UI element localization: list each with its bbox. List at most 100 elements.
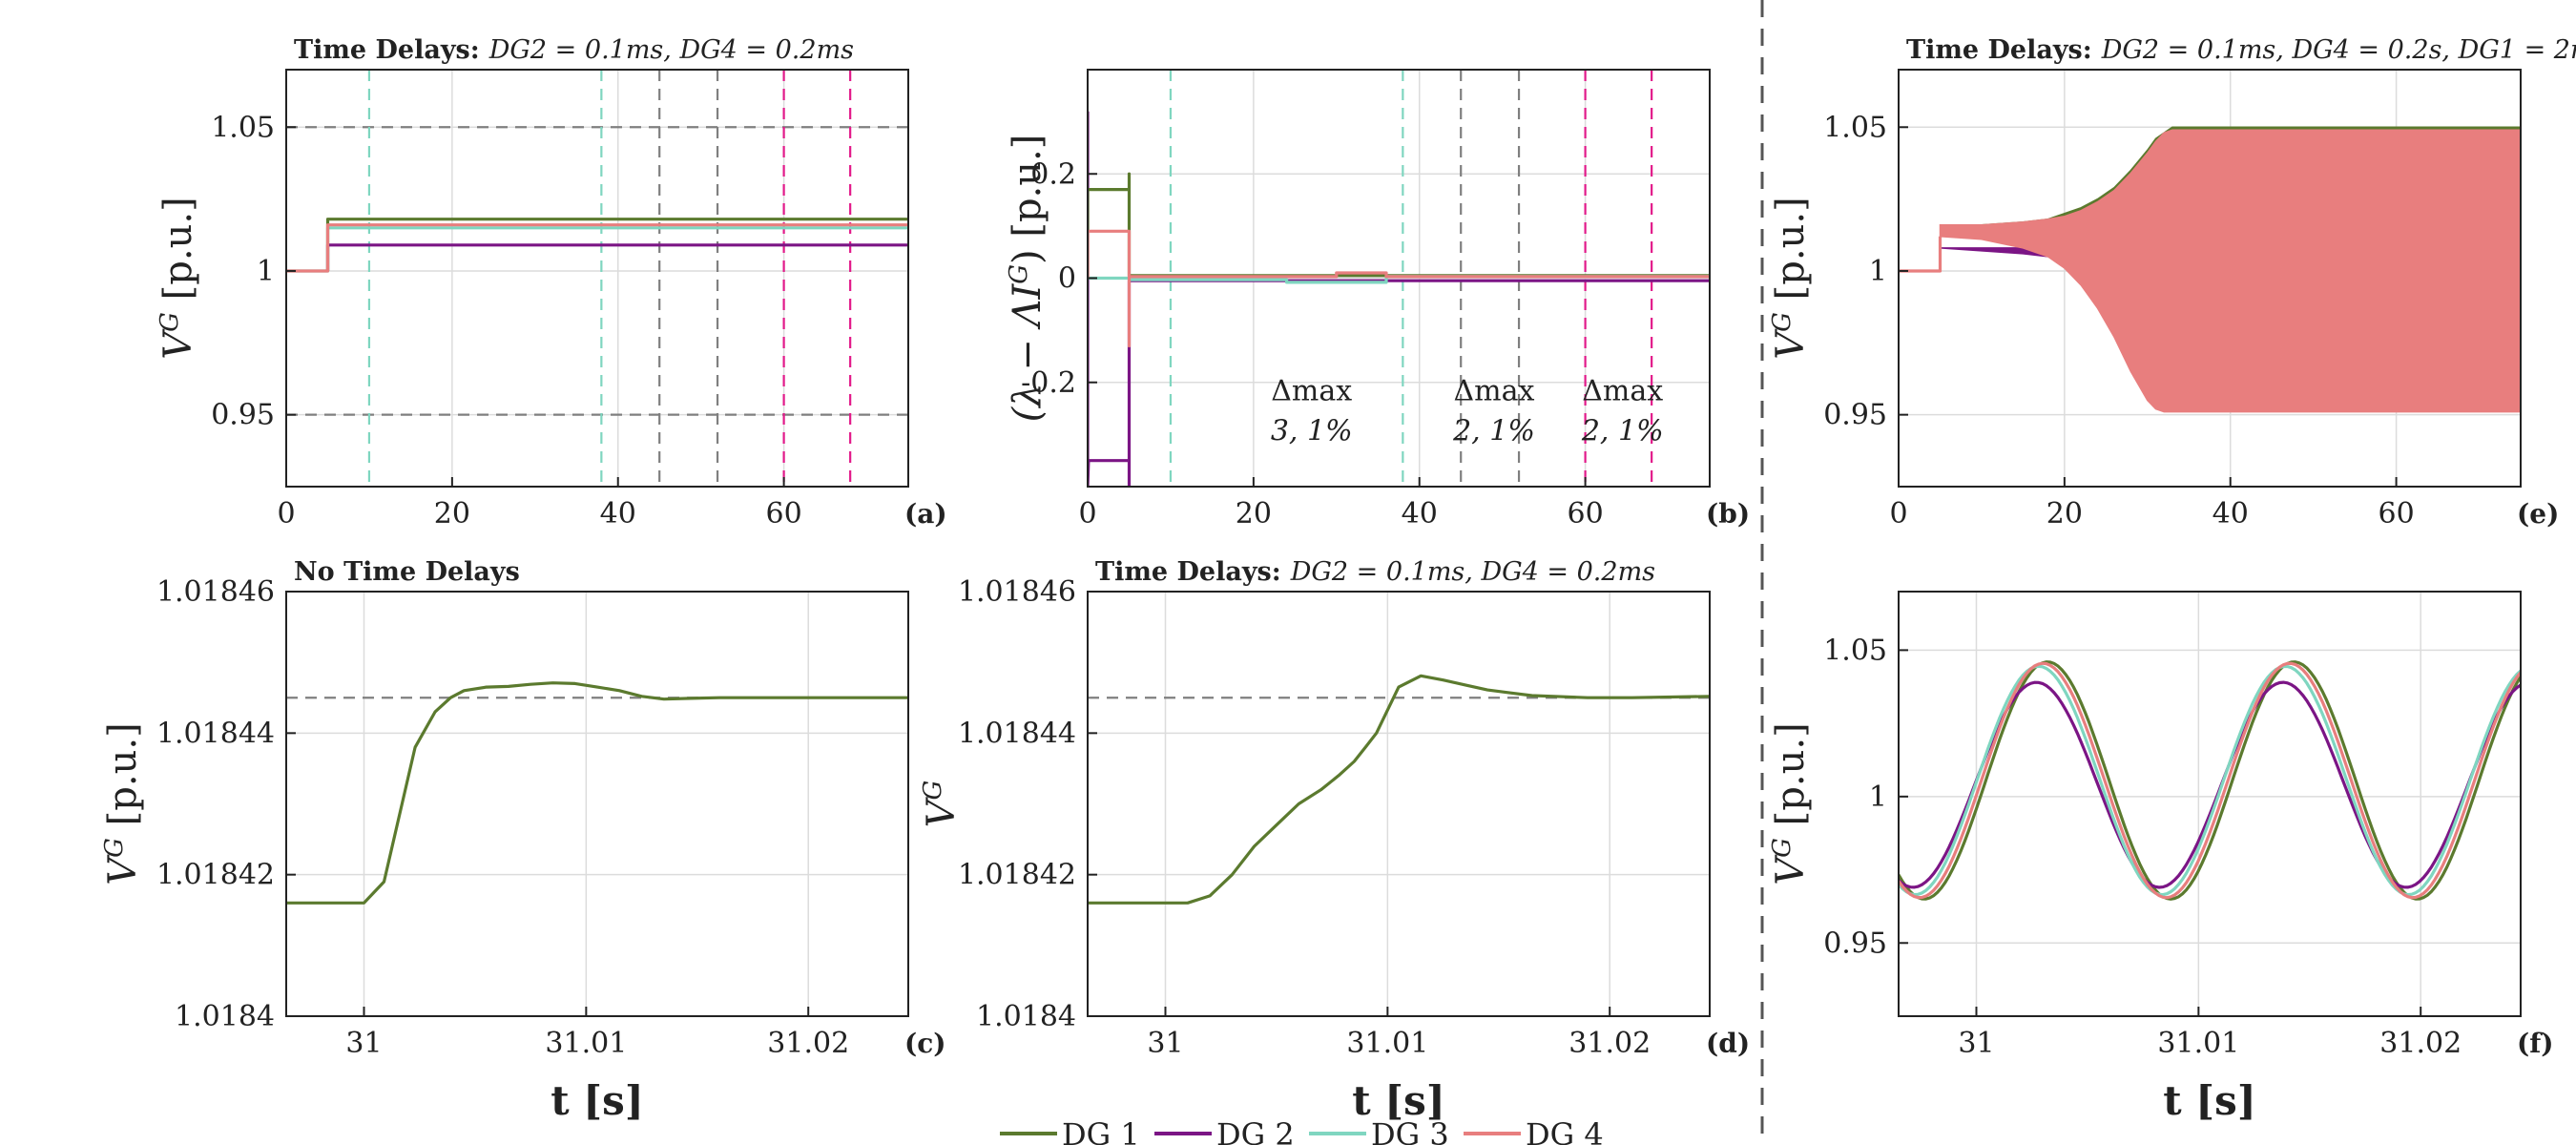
x-tick-label: 0 — [1078, 497, 1096, 531]
series-line-dg4 — [1899, 236, 1942, 273]
panel-label: (b) — [1706, 498, 1750, 530]
panel-label: (c) — [904, 1028, 946, 1059]
y-axis-label-main: V — [1769, 854, 1813, 885]
panel-label: (d) — [1706, 1028, 1750, 1059]
y-tick-label: 1 — [1869, 255, 1887, 288]
y-axis-label-main: V — [101, 854, 145, 885]
y-axis-label: VG [p.u.] — [1768, 197, 1813, 359]
annotation-percent: 3, 1% — [1271, 415, 1353, 448]
axes-frame — [285, 591, 909, 1017]
annotation-delta-max: Δmax — [1582, 375, 1663, 408]
y-tick-label: 1.05 — [1823, 634, 1887, 667]
x-tick-label: 0 — [277, 497, 295, 531]
y-axis-label-superscript: G — [100, 838, 129, 858]
y-tick-label: 1.0184 — [175, 1000, 275, 1033]
legend-label-dg1: DG 1 — [1062, 1116, 1140, 1145]
chart-panel-a: 0 20 40 60 0.95 1 1.05 (a) Time Delays: DG2 = 0.1… — [156, 35, 947, 531]
plot-content — [286, 681, 908, 905]
y-tick-label: 0.2 — [1030, 157, 1076, 191]
envelope-dg4 — [1939, 129, 2521, 413]
series-line-dg4 — [1899, 661, 2521, 900]
x-tick-label: 20 — [434, 497, 470, 531]
axes-frame — [1898, 69, 2522, 488]
chart-title-bold: Time Delays: — [1906, 35, 2092, 65]
y-axis-label: VG — [919, 781, 964, 828]
annotation-delta-max: Δmax — [1454, 375, 1535, 408]
series-line-dg1 — [1899, 660, 2521, 901]
chart-title: Time Delays: DG2 = 0.1ms, DG4 = 0.2ms — [294, 35, 854, 65]
panel-label: (f) — [2517, 1028, 2554, 1059]
y-tick-label: 0 — [1058, 262, 1076, 296]
y-axis-label-unit: [p.u.] — [101, 722, 145, 838]
x-axis-label: t [s] — [551, 1077, 643, 1124]
chart-panel-d: 31 31.01 31.02 1.0184 1.01842 1.01844 1.01846 (… — [919, 557, 1750, 1124]
chart-title-math: DG2 = 0.1ms, DG4 = 0.2ms — [1290, 557, 1655, 587]
y-tick-label: -0.2 — [1021, 366, 1076, 400]
chart-title-math: DG2 = 0.1ms, DG4 = 0.2s, DG1 = 2ms — [2101, 35, 2576, 65]
y-axis-label: VG [p.u.] — [156, 197, 200, 359]
series-line-dg3 — [286, 226, 908, 273]
y-axis-label: (λ − ΛIG) [p.u.] — [1005, 135, 1049, 423]
chart-title-bold: Time Delays: — [294, 35, 480, 65]
chart-title-bold: No Time Delays — [294, 557, 520, 587]
x-tick-label: 0 — [1889, 497, 1907, 531]
axes-frame — [1898, 591, 2522, 1017]
y-axis-label-unit: [p.u.] — [1769, 722, 1813, 838]
y-axis-label-unit: [p.u.] — [156, 197, 200, 312]
y-tick-label: 1.01842 — [958, 859, 1076, 892]
x-axis-label: t [s] — [2163, 1077, 2255, 1124]
annotation-percent: 2, 1% — [1581, 415, 1664, 448]
legend-label-dg3: DG 3 — [1371, 1116, 1449, 1145]
series-line-dg2 — [1899, 680, 2521, 889]
plot-content — [286, 70, 908, 487]
axes-frame — [285, 69, 909, 488]
plot-content — [1899, 660, 2521, 901]
x-tick-label: 31.02 — [2379, 1027, 2462, 1060]
series-line-dg1 — [286, 681, 908, 905]
x-tick-label: 40 — [1402, 497, 1438, 531]
x-tick-label: 40 — [600, 497, 636, 531]
x-tick-label: 60 — [2379, 497, 2415, 531]
y-axis-label: VG [p.u.] — [1768, 722, 1813, 885]
y-tick-label: 1 — [257, 255, 275, 288]
series-line-dg4 — [1088, 229, 1710, 348]
annotation-percent: 2, 1% — [1452, 415, 1535, 448]
legend: DG 1 DG 2 DG 3 DG 4 — [1000, 1116, 1604, 1145]
y-tick-label: 1.01846 — [156, 575, 275, 609]
y-tick-label: 1 — [1869, 781, 1887, 814]
axes-frame — [1087, 591, 1711, 1017]
x-tick-label: 31.01 — [1346, 1027, 1428, 1060]
y-tick-label: 0.95 — [211, 399, 275, 432]
series-line-dg1 — [1088, 674, 1710, 905]
x-tick-label: 31.02 — [767, 1027, 849, 1060]
y-tick-label: 0.95 — [1823, 926, 1887, 960]
panel-label: (a) — [904, 498, 947, 530]
plot-content — [1088, 674, 1710, 905]
chart-panel-f: 31 31.01 31.02 0.95 1 1.05 (f) VG [p.u.] t [s] — [1768, 591, 2554, 1124]
y-tick-label: 1.01844 — [958, 717, 1076, 750]
y-axis-label-superscript: G — [1005, 264, 1033, 284]
y-tick-label: 1.05 — [211, 111, 275, 144]
x-tick-label: 20 — [2046, 497, 2083, 531]
series-line-dg3 — [1899, 664, 2521, 897]
x-tick-label: 20 — [1236, 497, 1272, 531]
legend-label-dg2: DG 2 — [1216, 1116, 1295, 1145]
x-tick-label: 31.01 — [2157, 1027, 2239, 1060]
x-tick-label: 40 — [2212, 497, 2249, 531]
x-tick-label: 31 — [1958, 1027, 1994, 1060]
chart-title: Time Delays: DG2 = 0.1ms, DG4 = 0.2ms — [1095, 557, 1655, 587]
legend-label-dg4: DG 4 — [1526, 1116, 1604, 1145]
chart-title: No Time Delays — [294, 557, 520, 587]
annotation-delta-max: Δmax — [1271, 375, 1352, 408]
x-tick-label: 31 — [345, 1027, 382, 1060]
chart-title-math: DG2 = 0.1ms, DG4 = 0.2ms — [488, 35, 854, 65]
series-line-dg1 — [1088, 172, 1710, 279]
plot-content — [1899, 126, 2521, 413]
y-axis-label-superscript: G — [156, 312, 184, 332]
x-tick-label: 31.01 — [545, 1027, 627, 1060]
y-axis-label-main: V — [920, 796, 964, 827]
series-line-dg4 — [286, 223, 908, 273]
x-axis-label: t [s] — [1352, 1077, 1444, 1124]
chart-panel-e: 0 20 40 60 0.95 1 1.05 (e) Time Delays: DG2 = 0.1… — [1768, 35, 2576, 531]
x-tick-label: 31 — [1147, 1027, 1183, 1060]
